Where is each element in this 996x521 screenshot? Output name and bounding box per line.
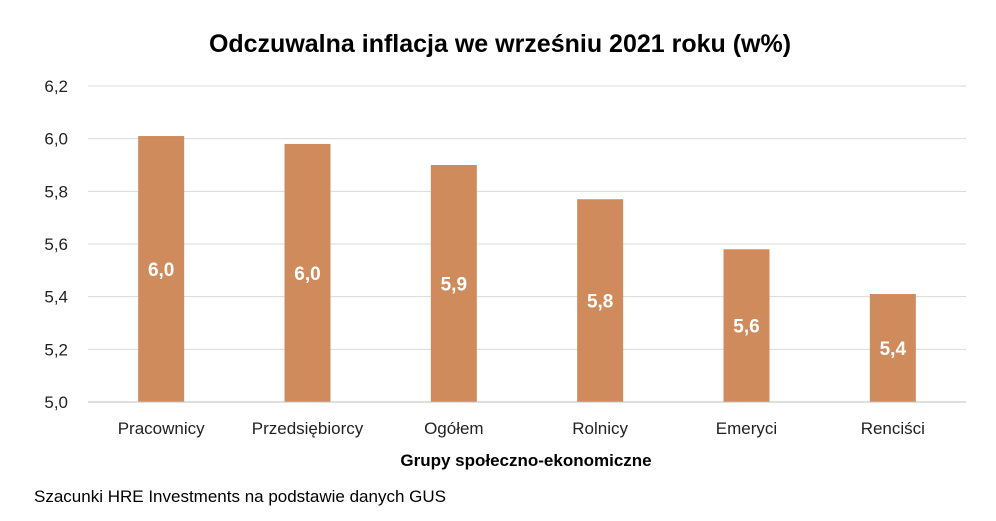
bars <box>138 136 916 403</box>
bar <box>430 165 477 402</box>
x-tick-label: Emeryci <box>716 419 777 438</box>
data-label: 6,0 <box>294 264 320 285</box>
x-tick-label: Pracownicy <box>118 419 205 438</box>
gridlines <box>88 85 966 350</box>
y-tick-label: 5,6 <box>44 235 68 254</box>
data-labels: 6,0 6,0 5,9 5,8 5,6 5,4 <box>148 260 907 360</box>
bar <box>284 143 331 402</box>
data-label: 5,9 <box>441 275 467 296</box>
bar <box>723 249 770 402</box>
bar <box>577 199 624 402</box>
data-label: 5,8 <box>587 292 613 313</box>
data-label: 6,0 <box>148 260 174 281</box>
y-tick-label: 5,0 <box>44 393 68 412</box>
source-note: Szacunki HRE Investments na podstawie da… <box>34 487 446 506</box>
x-tick-label: Rolnicy <box>572 419 628 438</box>
x-axis-label: Grupy społeczno-ekonomiczne <box>400 451 651 470</box>
y-tick-label: 5,2 <box>44 340 68 359</box>
chart-title: Odczuwalna inflacja we wrześniu 2021 rok… <box>209 30 791 58</box>
y-axis-ticks: 5,0 5,2 5,4 5,6 5,8 6,0 6,2 <box>44 77 68 412</box>
bar <box>869 294 916 402</box>
y-tick-label: 5,8 <box>44 182 68 201</box>
y-tick-label: 5,4 <box>44 288 68 307</box>
y-tick-label: 6,0 <box>44 130 68 149</box>
y-tick-label: 6,2 <box>44 77 68 96</box>
x-axis-ticks: Pracownicy Przedsiębiorcy Ogółem Rolnicy Eme… <box>118 419 925 438</box>
x-tick-label: Ogółem <box>424 419 484 438</box>
x-tick-label: Przedsiębiorcy <box>252 419 364 438</box>
bar <box>138 136 185 403</box>
x-tick-label: Renciści <box>861 419 925 438</box>
data-label: 5,6 <box>733 317 759 338</box>
data-label: 5,4 <box>880 339 907 360</box>
